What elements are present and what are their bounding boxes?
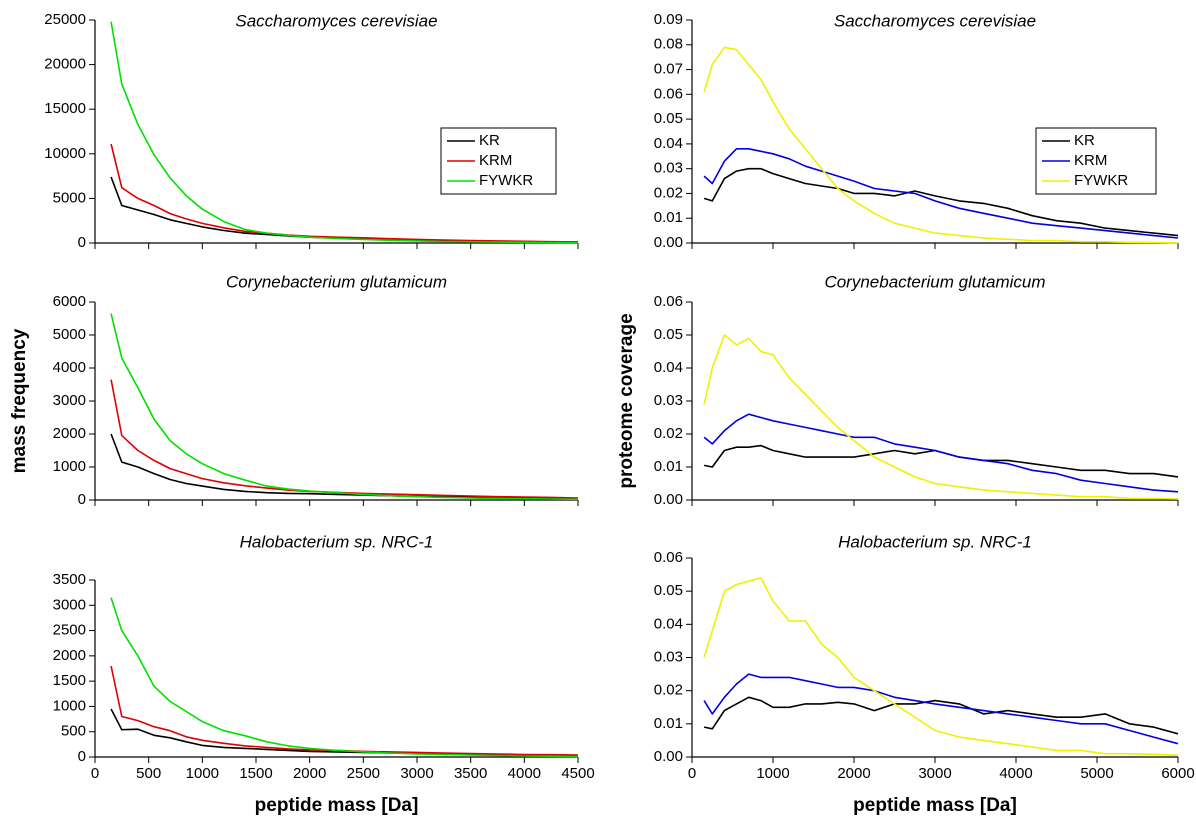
series-line xyxy=(110,433,579,500)
x-tick-label: 1000 xyxy=(186,765,219,782)
y-tick-label: 0.05 xyxy=(654,582,683,599)
y-tick-label: 0.04 xyxy=(654,359,683,376)
series-line xyxy=(703,444,1179,478)
y-tick-label: 0.08 xyxy=(654,36,683,53)
y-tick-label: 6000 xyxy=(53,293,86,310)
y-axis-label: mass frequency xyxy=(9,328,30,473)
y-tick-label: 0 xyxy=(78,234,86,251)
x-tick-label: 1500 xyxy=(239,765,272,782)
y-tick-label: 15000 xyxy=(44,100,86,117)
y-tick-label: 0.04 xyxy=(654,135,683,152)
legend-label: KRM xyxy=(479,152,512,169)
y-tick-label: 0 xyxy=(78,491,86,508)
series-line xyxy=(703,577,1179,757)
y-tick-label: 3000 xyxy=(53,596,86,613)
y-tick-label: 4000 xyxy=(53,359,86,376)
legend-label: FYWKR xyxy=(479,172,533,189)
chart-title: Corynebacterium glutamicum xyxy=(824,272,1045,291)
series-line xyxy=(703,413,1179,493)
y-tick-label: 3500 xyxy=(53,571,86,588)
x-tick-label: 5000 xyxy=(1080,765,1113,782)
x-tick-label: 2000 xyxy=(837,765,870,782)
x-tick-label: 3000 xyxy=(918,765,951,782)
y-tick-label: 0.01 xyxy=(654,209,683,226)
legend-label: KR xyxy=(479,132,500,149)
y-tick-label: 0.06 xyxy=(654,293,683,310)
y-tick-label: 10000 xyxy=(44,145,86,162)
y-tick-label: 0 xyxy=(78,748,86,765)
chart-title: Saccharomyces cerevisiae xyxy=(235,11,437,30)
x-tick-label: 500 xyxy=(136,765,161,782)
series-line xyxy=(703,46,1179,244)
chart-title: Saccharomyces cerevisiae xyxy=(834,11,1036,30)
series-line xyxy=(110,379,579,499)
y-tick-label: 0.04 xyxy=(654,615,683,632)
x-tick-label: 1000 xyxy=(756,765,789,782)
y-tick-label: 1000 xyxy=(53,458,86,475)
x-tick-label: 4000 xyxy=(999,765,1032,782)
x-tick-label: 4000 xyxy=(508,765,541,782)
series-line xyxy=(703,167,1179,237)
y-tick-label: 0.00 xyxy=(654,748,683,765)
y-tick-label: 1500 xyxy=(53,672,86,689)
y-tick-label: 500 xyxy=(61,723,86,740)
x-axis-label: peptide mass [Da] xyxy=(853,795,1017,816)
y-tick-label: 2500 xyxy=(53,622,86,639)
legend-label: FYWKR xyxy=(1074,172,1128,189)
series-line xyxy=(110,313,579,501)
chart-title: Halobacterium sp. NRC-1 xyxy=(240,532,434,551)
y-tick-label: 0.06 xyxy=(654,549,683,566)
y-tick-label: 0.03 xyxy=(654,160,683,177)
y-tick-label: 2000 xyxy=(53,425,86,442)
y-tick-label: 5000 xyxy=(53,189,86,206)
series-line xyxy=(110,21,579,244)
y-tick-label: 0.05 xyxy=(654,326,683,343)
y-tick-label: 2000 xyxy=(53,647,86,664)
x-tick-label: 6000 xyxy=(1161,765,1194,782)
y-tick-label: 0.02 xyxy=(654,184,683,201)
chart-title: Corynebacterium glutamicum xyxy=(226,272,447,291)
series-line xyxy=(703,673,1179,745)
y-tick-label: 25000 xyxy=(44,11,86,28)
series-line xyxy=(110,597,579,758)
y-tick-label: 0.01 xyxy=(654,458,683,475)
x-tick-label: 0 xyxy=(688,765,696,782)
y-tick-label: 20000 xyxy=(44,56,86,73)
y-tick-label: 0.09 xyxy=(654,11,683,28)
series-line xyxy=(703,148,1179,239)
y-tick-label: 0.03 xyxy=(654,392,683,409)
y-tick-label: 0.02 xyxy=(654,425,683,442)
y-tick-label: 0.00 xyxy=(654,491,683,508)
series-line xyxy=(703,696,1179,735)
x-tick-label: 2500 xyxy=(347,765,380,782)
y-tick-label: 0.01 xyxy=(654,715,683,732)
x-tick-label: 2000 xyxy=(293,765,326,782)
legend-label: KR xyxy=(1074,132,1095,149)
y-tick-label: 0.06 xyxy=(654,85,683,102)
x-tick-label: 3500 xyxy=(454,765,487,782)
series-line xyxy=(110,665,579,756)
x-axis-label: peptide mass [Da] xyxy=(255,795,419,816)
legend-label: KRM xyxy=(1074,152,1107,169)
x-tick-label: 4500 xyxy=(561,765,594,782)
y-axis-label: proteome coverage xyxy=(616,313,637,488)
y-tick-label: 3000 xyxy=(53,392,86,409)
y-tick-label: 5000 xyxy=(53,326,86,343)
y-tick-label: 0.07 xyxy=(654,61,683,78)
y-tick-label: 0.02 xyxy=(654,682,683,699)
series-line xyxy=(110,708,579,757)
x-tick-label: 0 xyxy=(91,765,99,782)
y-tick-label: 0.03 xyxy=(654,648,683,665)
x-tick-label: 3000 xyxy=(400,765,433,782)
y-tick-label: 0.00 xyxy=(654,234,683,251)
y-tick-label: 1000 xyxy=(53,697,86,714)
series-line xyxy=(703,334,1179,500)
y-tick-label: 0.05 xyxy=(654,110,683,127)
chart-title: Halobacterium sp. NRC-1 xyxy=(838,532,1032,551)
